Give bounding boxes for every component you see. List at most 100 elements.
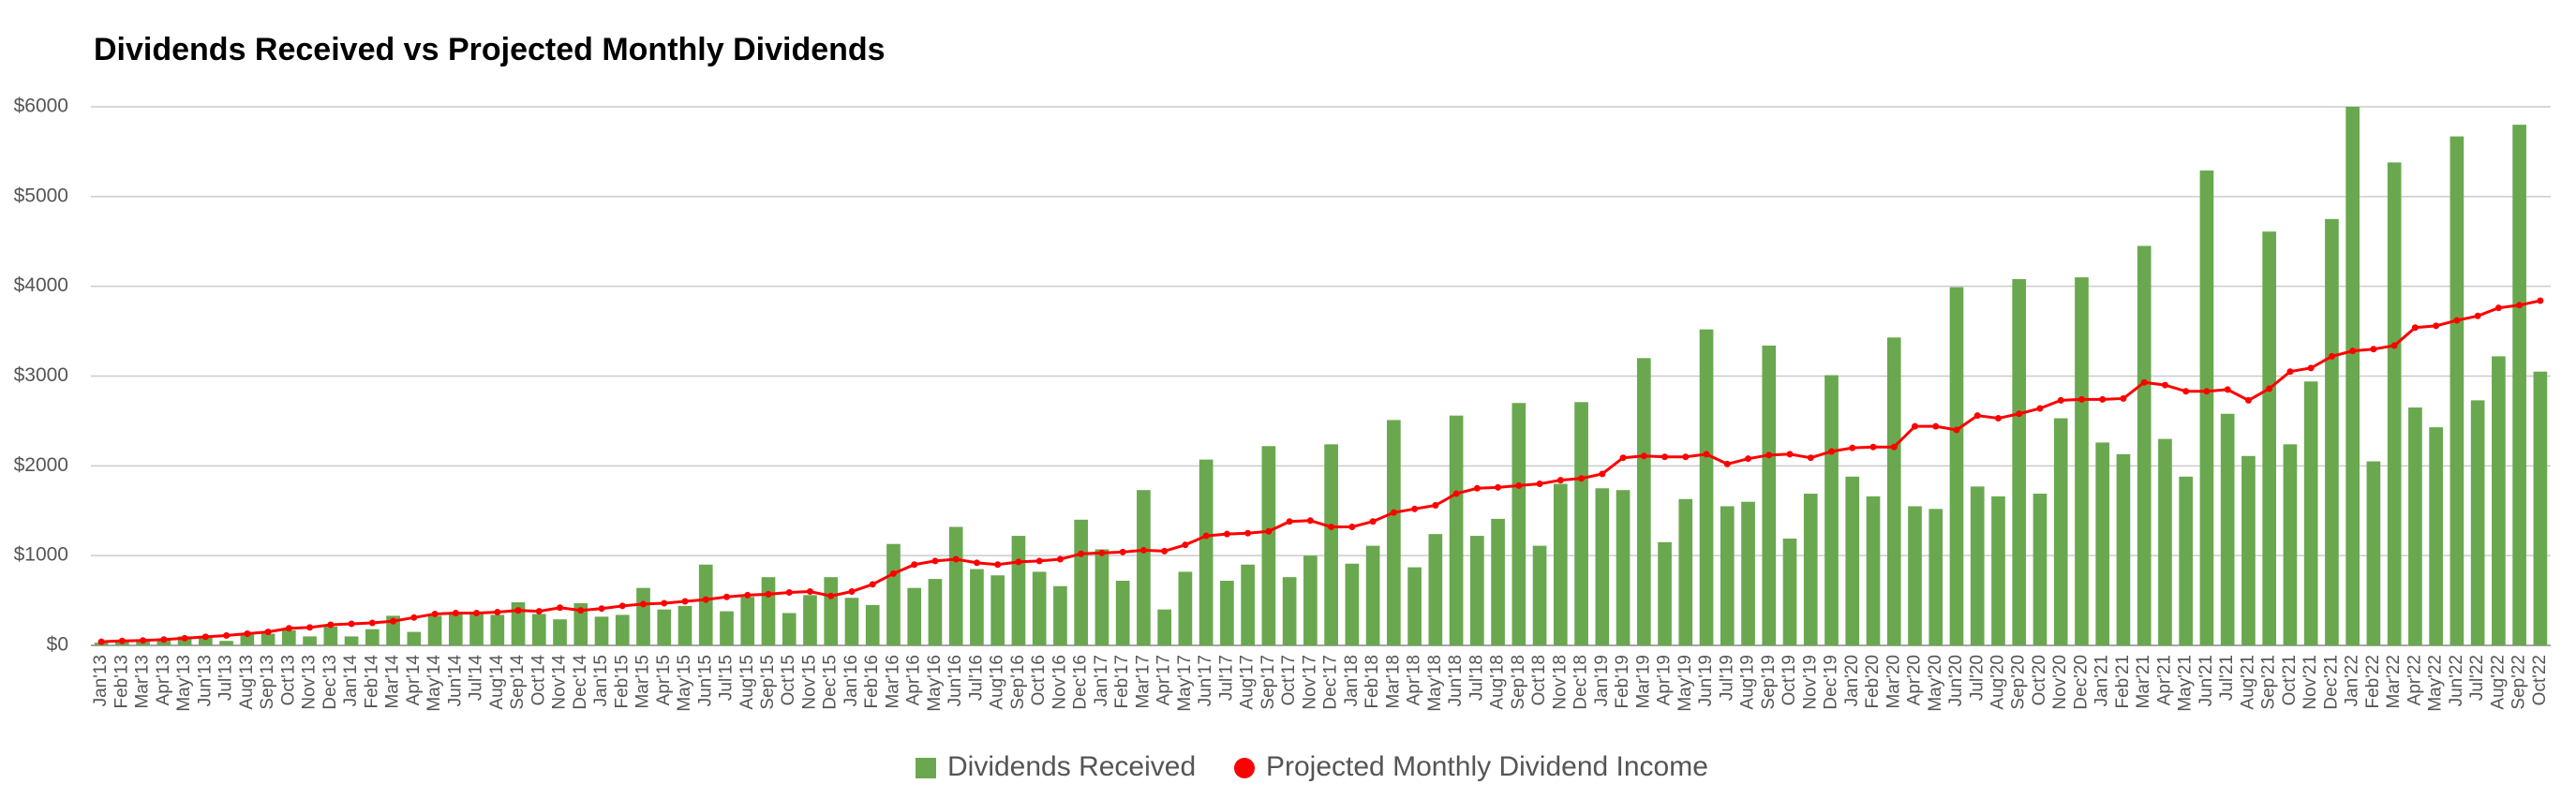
- line-point: [1098, 549, 1106, 556]
- bar: [2220, 413, 2235, 645]
- line-point: [368, 619, 376, 627]
- line-point: [306, 624, 314, 631]
- bar: [1345, 563, 1360, 645]
- line-point: [1786, 451, 1794, 458]
- x-tick-label: Apr'18: [1405, 655, 1424, 705]
- bar: [2179, 476, 2194, 645]
- x-tick-label: Feb'17: [1112, 655, 1132, 709]
- bar: [1511, 403, 1526, 645]
- line-point: [348, 620, 355, 628]
- bar: [720, 611, 734, 645]
- line-point: [2077, 395, 2085, 403]
- line-point: [535, 608, 543, 615]
- bar: [865, 604, 880, 645]
- line-point: [1661, 453, 1669, 461]
- x-tick-label: Jul'17: [1216, 655, 1236, 701]
- line-point: [1223, 530, 1230, 538]
- bar: [1032, 571, 1047, 645]
- x-tick-label: Nov'15: [799, 655, 819, 710]
- x-tick-label: Mar'13: [133, 655, 153, 708]
- x-tick-label: Jan'20: [1842, 655, 1862, 706]
- x-tick-label: Mar'17: [1133, 655, 1153, 708]
- x-tick-label: Dec'16: [1071, 655, 1091, 710]
- line-point: [1139, 546, 1147, 554]
- line-point: [2494, 304, 2502, 312]
- x-tick-label: Aug'21: [2238, 655, 2257, 710]
- bar: [844, 598, 859, 645]
- x-tick-label: Feb'20: [1863, 655, 1883, 709]
- line-point: [2057, 396, 2064, 404]
- bar: [1720, 506, 1735, 645]
- line-point: [1703, 451, 1710, 458]
- bar: [1470, 536, 1484, 645]
- bar: [1011, 536, 1026, 645]
- x-tick-label: Aug'16: [988, 655, 1007, 710]
- line-point: [806, 588, 813, 595]
- line-point: [2349, 348, 2357, 355]
- line-point: [244, 630, 251, 638]
- x-tick-label: May'19: [1675, 655, 1695, 712]
- line-point: [2370, 346, 2377, 353]
- bar: [2492, 356, 2506, 645]
- line-point: [931, 557, 939, 565]
- x-tick-label: Jul'16: [966, 655, 986, 701]
- line-point: [1536, 481, 1543, 487]
- bar: [1782, 538, 1797, 645]
- line-point: [264, 629, 272, 636]
- x-tick-label: Oct'14: [529, 655, 548, 706]
- line-point: [952, 555, 960, 563]
- bar: [1241, 564, 1255, 645]
- legend-swatch: [1234, 758, 1255, 778]
- x-tick-label: Jun'13: [195, 655, 215, 706]
- x-tick-label: Aug'17: [1238, 655, 1258, 710]
- x-tick-label: May'21: [2176, 655, 2196, 712]
- line-point: [1328, 524, 1335, 530]
- bar: [1595, 488, 1610, 645]
- x-tick-label: Nov'14: [550, 655, 570, 710]
- bar: [1928, 509, 1943, 645]
- line-point: [973, 559, 980, 567]
- bar: [2283, 444, 2298, 645]
- bar: [2429, 427, 2443, 645]
- x-tick-label: Jul'14: [467, 655, 486, 701]
- line-point: [514, 607, 522, 614]
- x-tick-label: Sep'14: [508, 655, 528, 710]
- line-point: [722, 593, 730, 600]
- line-point: [1745, 455, 1752, 463]
- x-tick-label: Oct'21: [2280, 655, 2300, 705]
- bar: [2533, 371, 2548, 645]
- x-tick-label: Apr'22: [2405, 655, 2424, 705]
- bar: [490, 614, 505, 645]
- x-tick-label: Mar'22: [2384, 655, 2404, 708]
- x-tick-label: May'18: [1425, 655, 1445, 712]
- x-tick-label: Feb'19: [1613, 655, 1632, 709]
- x-tick-label: Mar'14: [383, 655, 403, 709]
- line-point: [869, 581, 876, 588]
- line-point: [1035, 557, 1043, 565]
- x-tick-label: May'22: [2426, 655, 2446, 712]
- bar: [2449, 136, 2464, 645]
- bar: [261, 633, 275, 645]
- y-tick-label: $4000: [14, 274, 68, 296]
- bar: [2387, 162, 2402, 645]
- x-tick-label: Oct'17: [1279, 655, 1299, 705]
- x-tick-label: Dec'18: [1571, 655, 1591, 710]
- line-point: [911, 561, 918, 569]
- x-tick-label: Dec'20: [2071, 655, 2091, 710]
- line-point: [618, 602, 626, 610]
- bar: [2470, 400, 2485, 645]
- bar: [1636, 358, 1651, 645]
- x-tick-label: Dec'14: [571, 655, 590, 710]
- x-tick-label: Jul'19: [1717, 655, 1736, 701]
- x-tick-label: Feb'15: [612, 655, 632, 709]
- bar: [2325, 218, 2339, 645]
- bar: [553, 619, 567, 645]
- x-tick-label: Oct'20: [2030, 655, 2049, 705]
- x-tick-label: Jun'14: [445, 655, 465, 707]
- bar: [531, 614, 546, 645]
- x-tick-label: Mar'18: [1383, 655, 1403, 708]
- line-point: [1473, 484, 1481, 492]
- x-tick-label: Nov'20: [2050, 655, 2070, 710]
- bar: [1365, 545, 1380, 645]
- bar: [303, 636, 317, 645]
